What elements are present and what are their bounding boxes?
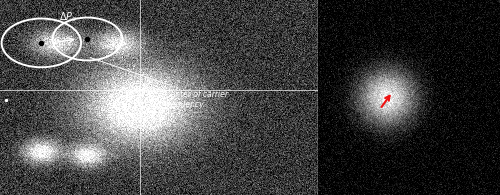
Text: Center of carrier
frequency: Center of carrier frequency	[166, 90, 228, 109]
Text: $\Delta P_c$: $\Delta P_c$	[59, 11, 77, 24]
